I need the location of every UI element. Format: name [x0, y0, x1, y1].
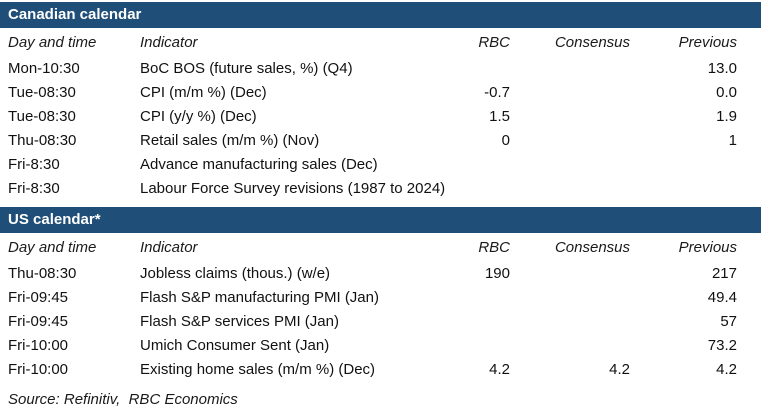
- cell-previous: 217: [711, 265, 737, 282]
- table-row: Mon-10:30 BoC BOS (future sales, %) (Q4) 1…: [0, 57, 761, 81]
- cell-previous: [645, 177, 761, 201]
- cell-previous: [645, 153, 761, 177]
- cell-indicator: Labour Force Survey revisions (1987 to 2…: [140, 180, 446, 197]
- cell-previous: 13.0: [707, 60, 737, 77]
- cell-rbc: [465, 153, 520, 177]
- cell-previous: 1.9: [716, 108, 737, 125]
- column-header-rbc: RBC: [478, 239, 510, 256]
- cell-previous: 1: [728, 132, 737, 149]
- cell-rbc: [465, 57, 520, 81]
- cell-indicator: Flash S&P services PMI (Jan): [140, 313, 339, 330]
- table-row: Fri-10:00 Existing home sales (m/m %) (De…: [0, 358, 761, 382]
- cell-rbc: [465, 334, 520, 358]
- cell-day: Fri-10:00: [8, 361, 69, 378]
- column-header-consensus: Consensus: [554, 239, 630, 256]
- cell-indicator: CPI (y/y %) (Dec): [140, 108, 257, 125]
- canadian-calendar-rows: Mon-10:30 BoC BOS (future sales, %) (Q4) 1…: [0, 57, 761, 201]
- column-header-day-and-time: Day and time: [8, 34, 97, 51]
- table-row: Fri-8:30 Advance manufacturing sales (Dec…: [0, 153, 761, 177]
- cell-rbc: [465, 177, 520, 201]
- cell-consensus: [520, 129, 645, 153]
- table-row: Fri-09:45 Flash S&P services PMI (Jan) 57: [0, 310, 761, 334]
- header-row: Day and time Indicator RBC Consensus Pre…: [0, 233, 761, 262]
- cell-consensus: 4.2: [609, 361, 630, 378]
- cell-consensus: [520, 177, 645, 201]
- canadian-calendar-table: Day and time Indicator RBC Consensus Pre…: [0, 28, 761, 201]
- cell-consensus: [520, 310, 645, 334]
- cell-consensus: [520, 105, 645, 129]
- column-header-previous: Previous: [678, 239, 737, 256]
- cell-day: Fri-8:30: [8, 180, 60, 197]
- table-row: Thu-08:30 Jobless claims (thous.) (w/e) 19…: [0, 262, 761, 286]
- section-title: US calendar*: [8, 211, 101, 228]
- table-row: Tue-08:30 CPI (m/m %) (Dec) -0.7 0.0: [0, 81, 761, 105]
- column-header-day-and-time: Day and time: [8, 239, 97, 256]
- section-header-canadian-calendar: Canadian calendar: [0, 2, 761, 28]
- cell-day: Mon-10:30: [8, 60, 80, 77]
- cell-consensus: [520, 286, 645, 310]
- column-header-indicator: Indicator: [140, 34, 198, 51]
- table-row: Thu-08:30 Retail sales (m/m %) (Nov) 0 1: [0, 129, 761, 153]
- cell-indicator: Existing home sales (m/m %) (Dec): [140, 361, 376, 378]
- table-row: Fri-8:30 Labour Force Survey revisions (1…: [0, 177, 761, 201]
- cell-previous: 4.2: [716, 361, 737, 378]
- cell-consensus: [520, 262, 645, 286]
- table-header: Day and time Indicator RBC Consensus Pre…: [0, 233, 761, 262]
- table-row: Tue-08:30 CPI (y/y %) (Dec) 1.5 1.9: [0, 105, 761, 129]
- cell-rbc: 0: [501, 132, 510, 149]
- cell-consensus: [520, 334, 645, 358]
- column-header-previous: Previous: [678, 34, 737, 51]
- table-header: Day and time Indicator RBC Consensus Pre…: [0, 28, 761, 57]
- cell-indicator: BoC BOS (future sales, %) (Q4): [140, 60, 353, 77]
- column-header-consensus: Consensus: [554, 34, 630, 51]
- section-title: Canadian calendar: [8, 6, 142, 23]
- table-row: Fri-10:00 Umich Consumer Sent (Jan) 73.2: [0, 334, 761, 358]
- cell-rbc: -0.7: [484, 84, 510, 101]
- cell-previous: 0.0: [716, 84, 737, 101]
- source-note: Source: Refinitiv, RBC Economics: [8, 391, 238, 408]
- cell-rbc: [465, 310, 520, 334]
- us-calendar-rows: Thu-08:30 Jobless claims (thous.) (w/e) 19…: [0, 262, 761, 382]
- cell-indicator: CPI (m/m %) (Dec): [140, 84, 267, 101]
- section-header-us-calendar: US calendar*: [0, 207, 761, 233]
- cell-day: Thu-08:30: [8, 132, 77, 149]
- column-header-indicator: Indicator: [140, 239, 198, 256]
- cell-rbc: 1.5: [489, 108, 510, 125]
- cell-day: Fri-09:45: [8, 313, 69, 330]
- cell-day: Tue-08:30: [8, 84, 76, 101]
- cell-indicator: Advance manufacturing sales (Dec): [140, 156, 378, 173]
- cell-consensus: [520, 81, 645, 105]
- cell-previous: 73.2: [707, 337, 737, 354]
- us-calendar-table: Day and time Indicator RBC Consensus Pre…: [0, 233, 761, 382]
- cell-previous: 49.4: [707, 289, 737, 306]
- cell-consensus: [520, 57, 645, 81]
- header-row: Day and time Indicator RBC Consensus Pre…: [0, 28, 761, 57]
- cell-day: Thu-08:30: [8, 265, 77, 282]
- cell-indicator: Retail sales (m/m %) (Nov): [140, 132, 320, 149]
- cell-indicator: Umich Consumer Sent (Jan): [140, 337, 330, 354]
- table-row: Fri-09:45 Flash S&P manufacturing PMI (Ja…: [0, 286, 761, 310]
- cell-day: Fri-8:30: [8, 156, 60, 173]
- cell-day: Fri-10:00: [8, 337, 69, 354]
- cell-indicator: Jobless claims (thous.) (w/e): [140, 265, 331, 282]
- cell-rbc: 190: [484, 265, 510, 282]
- cell-day: Tue-08:30: [8, 108, 76, 125]
- cell-day: Fri-09:45: [8, 289, 69, 306]
- cell-consensus: [520, 153, 645, 177]
- column-header-rbc: RBC: [478, 34, 510, 51]
- cell-rbc: 4.2: [489, 361, 510, 378]
- cell-rbc: [465, 286, 520, 310]
- cell-indicator: Flash S&P manufacturing PMI (Jan): [140, 289, 379, 306]
- cell-previous: 57: [720, 313, 737, 330]
